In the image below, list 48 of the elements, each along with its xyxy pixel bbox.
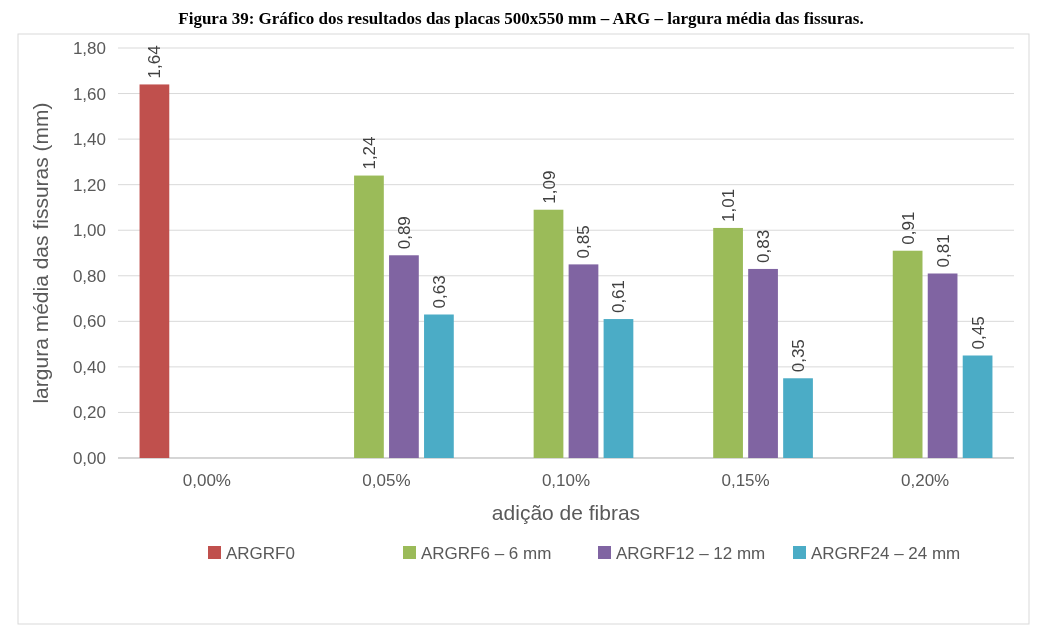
legend-label: ARGRF6 – 6 mm <box>421 543 552 563</box>
data-label: 0,61 <box>609 279 629 314</box>
y-tick-label: 0,80 <box>72 266 106 286</box>
data-label: 0,35 <box>789 339 809 373</box>
data-label: 1,01 <box>719 188 739 222</box>
x-tick-label: 0,10% <box>541 471 591 490</box>
y-tick-label: 1,20 <box>72 175 106 195</box>
y-tick-label: 1,80 <box>72 38 106 58</box>
data-label: 0,45 <box>968 316 988 350</box>
bar <box>424 314 454 458</box>
x-tick-label: 0,05% <box>362 471 411 490</box>
x-tick-label: 0,20% <box>901 471 950 490</box>
y-tick-label: 0,40 <box>72 357 106 377</box>
y-tick-label: 1,00 <box>72 221 106 241</box>
data-label: 1,24 <box>359 136 379 170</box>
bar <box>783 378 813 458</box>
legend-label: ARGRF24 – 24 mm <box>811 543 961 563</box>
bar <box>139 84 170 458</box>
bar <box>354 175 384 458</box>
bar <box>533 209 564 458</box>
data-label: 0,85 <box>574 225 594 259</box>
bar <box>389 255 419 458</box>
data-label: 0,89 <box>394 216 414 250</box>
x-tick-label: 0,00% <box>182 471 231 490</box>
bar <box>603 319 634 458</box>
y-tick-label: 0,00 <box>72 448 106 468</box>
y-axis-title: largura média das fissuras (mm) <box>29 102 52 404</box>
bar <box>962 355 993 458</box>
legend-label: ARGRF0 <box>226 543 295 563</box>
y-tick-label: 1,40 <box>72 130 106 150</box>
y-tick-label: 1,60 <box>72 84 106 104</box>
bar <box>748 268 778 458</box>
bar <box>713 227 743 458</box>
chart-title: Figura 39: Gráfico dos resultados das placas 500x550 mm – ARG – largura média das fissuras. <box>178 9 864 28</box>
bar <box>568 264 599 458</box>
legend-label: ARGRF12 – 12 mm <box>616 543 766 563</box>
data-label: 0,63 <box>429 275 449 309</box>
y-tick-label: 0,20 <box>72 403 106 423</box>
data-label: 0,91 <box>898 211 918 245</box>
bar <box>927 273 958 458</box>
bar <box>892 250 923 458</box>
data-label: 0,83 <box>754 229 774 263</box>
data-label: 1,64 <box>145 45 165 79</box>
data-label: 1,09 <box>539 170 559 204</box>
y-tick-label: 0,60 <box>72 312 106 332</box>
data-label: 0,81 <box>933 234 953 268</box>
x-axis-title: adição de fibras <box>491 501 641 524</box>
x-tick-label: 0,15% <box>721 471 770 490</box>
